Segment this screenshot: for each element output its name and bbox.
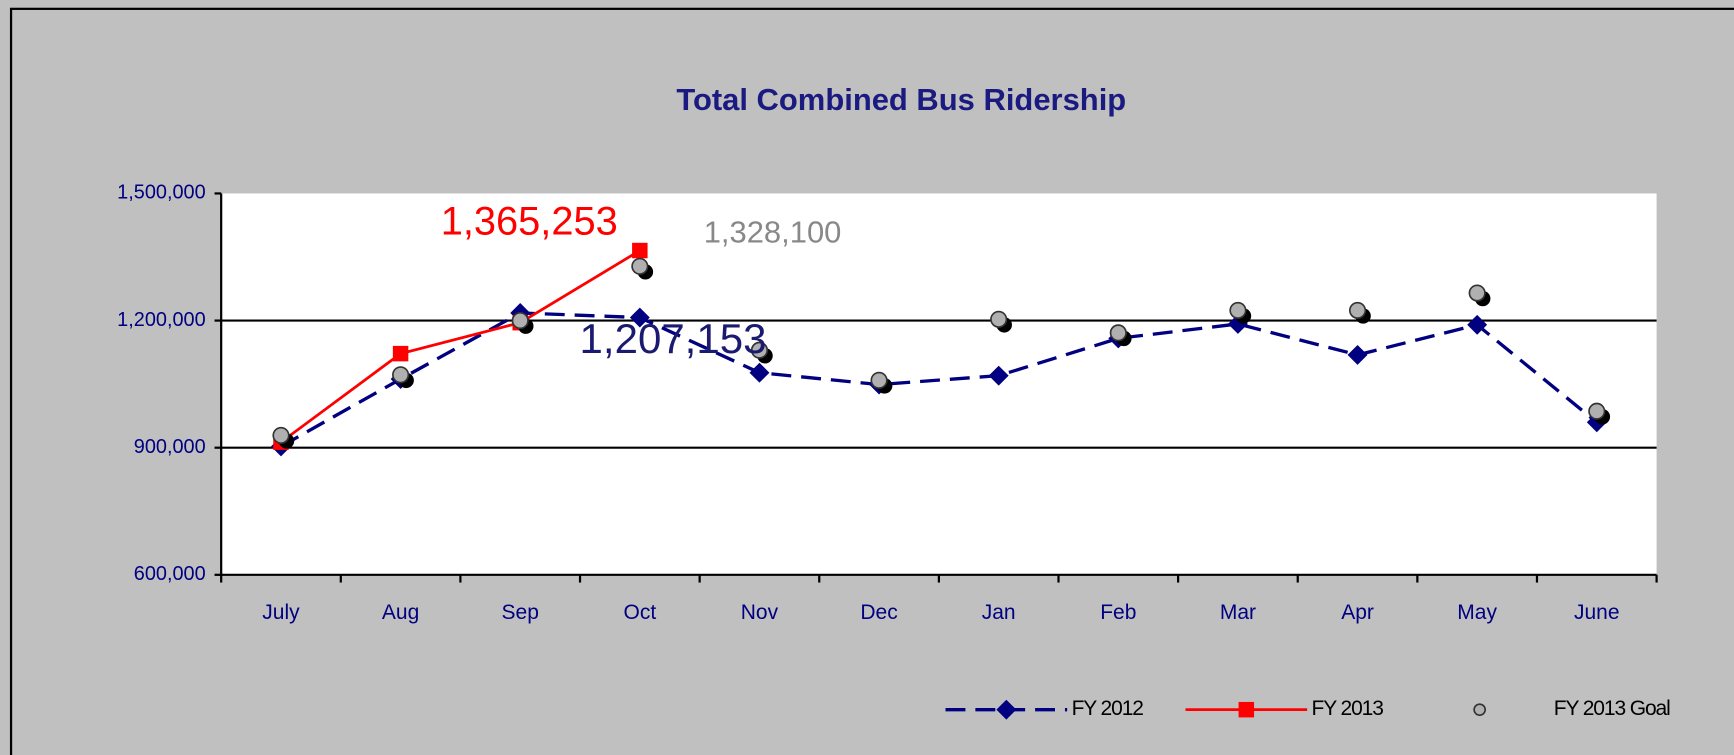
series-marker bbox=[990, 310, 1008, 328]
series-marker bbox=[632, 242, 648, 259]
x-tick-label: Mar bbox=[1220, 601, 1256, 624]
series-marker bbox=[392, 345, 409, 362]
chart-title: Total Combined Bus Ridership bbox=[676, 82, 1126, 117]
series-marker bbox=[631, 257, 649, 275]
series-marker bbox=[870, 371, 888, 389]
series-marker bbox=[392, 366, 410, 384]
series-marker bbox=[511, 312, 529, 330]
series-marker bbox=[1109, 324, 1127, 342]
x-tick-label: May bbox=[1457, 601, 1497, 624]
legend-marker bbox=[1238, 701, 1255, 718]
series-marker bbox=[1467, 314, 1488, 335]
legend-marker bbox=[1473, 703, 1487, 717]
series-marker bbox=[629, 307, 650, 328]
x-tick-label: Dec bbox=[860, 601, 897, 624]
x-tick-label: June bbox=[1574, 601, 1620, 624]
legend-label: FY 2012 bbox=[1072, 697, 1144, 720]
series-marker bbox=[272, 426, 290, 444]
series-marker bbox=[988, 365, 1009, 386]
legend-marker bbox=[996, 699, 1017, 720]
x-tick-label: Oct bbox=[623, 601, 656, 624]
data-label: 1,328,100 bbox=[704, 214, 842, 249]
legend-label: FY 2013 Goal bbox=[1554, 697, 1670, 720]
series-marker bbox=[1229, 301, 1247, 319]
series-marker bbox=[750, 341, 769, 359]
y-tick-label: 600,000 bbox=[134, 563, 206, 585]
series-marker bbox=[1348, 301, 1367, 319]
x-tick-label: Aug bbox=[382, 601, 419, 624]
data-label: 1,365,253 bbox=[441, 200, 618, 244]
series-marker bbox=[1588, 402, 1606, 420]
series-line bbox=[280, 311, 1598, 448]
y-tick-label: 1,200,000 bbox=[117, 309, 206, 331]
series-line bbox=[280, 249, 641, 444]
series-marker bbox=[1468, 284, 1486, 302]
legend-label: FY 2013 bbox=[1312, 697, 1384, 720]
plot-area bbox=[221, 193, 1657, 575]
x-tick-label: Feb bbox=[1100, 601, 1136, 624]
y-tick-label: 1,500,000 bbox=[117, 182, 206, 204]
x-tick-label: Jan bbox=[982, 601, 1016, 624]
y-tick-label: 900,000 bbox=[134, 436, 206, 458]
x-tick-label: July bbox=[262, 601, 300, 624]
x-tick-label: Sep bbox=[502, 601, 539, 624]
data-label: 1,207,153 bbox=[580, 315, 767, 362]
x-tick-label: Apr bbox=[1341, 601, 1374, 624]
x-tick-label: Nov bbox=[741, 601, 779, 624]
